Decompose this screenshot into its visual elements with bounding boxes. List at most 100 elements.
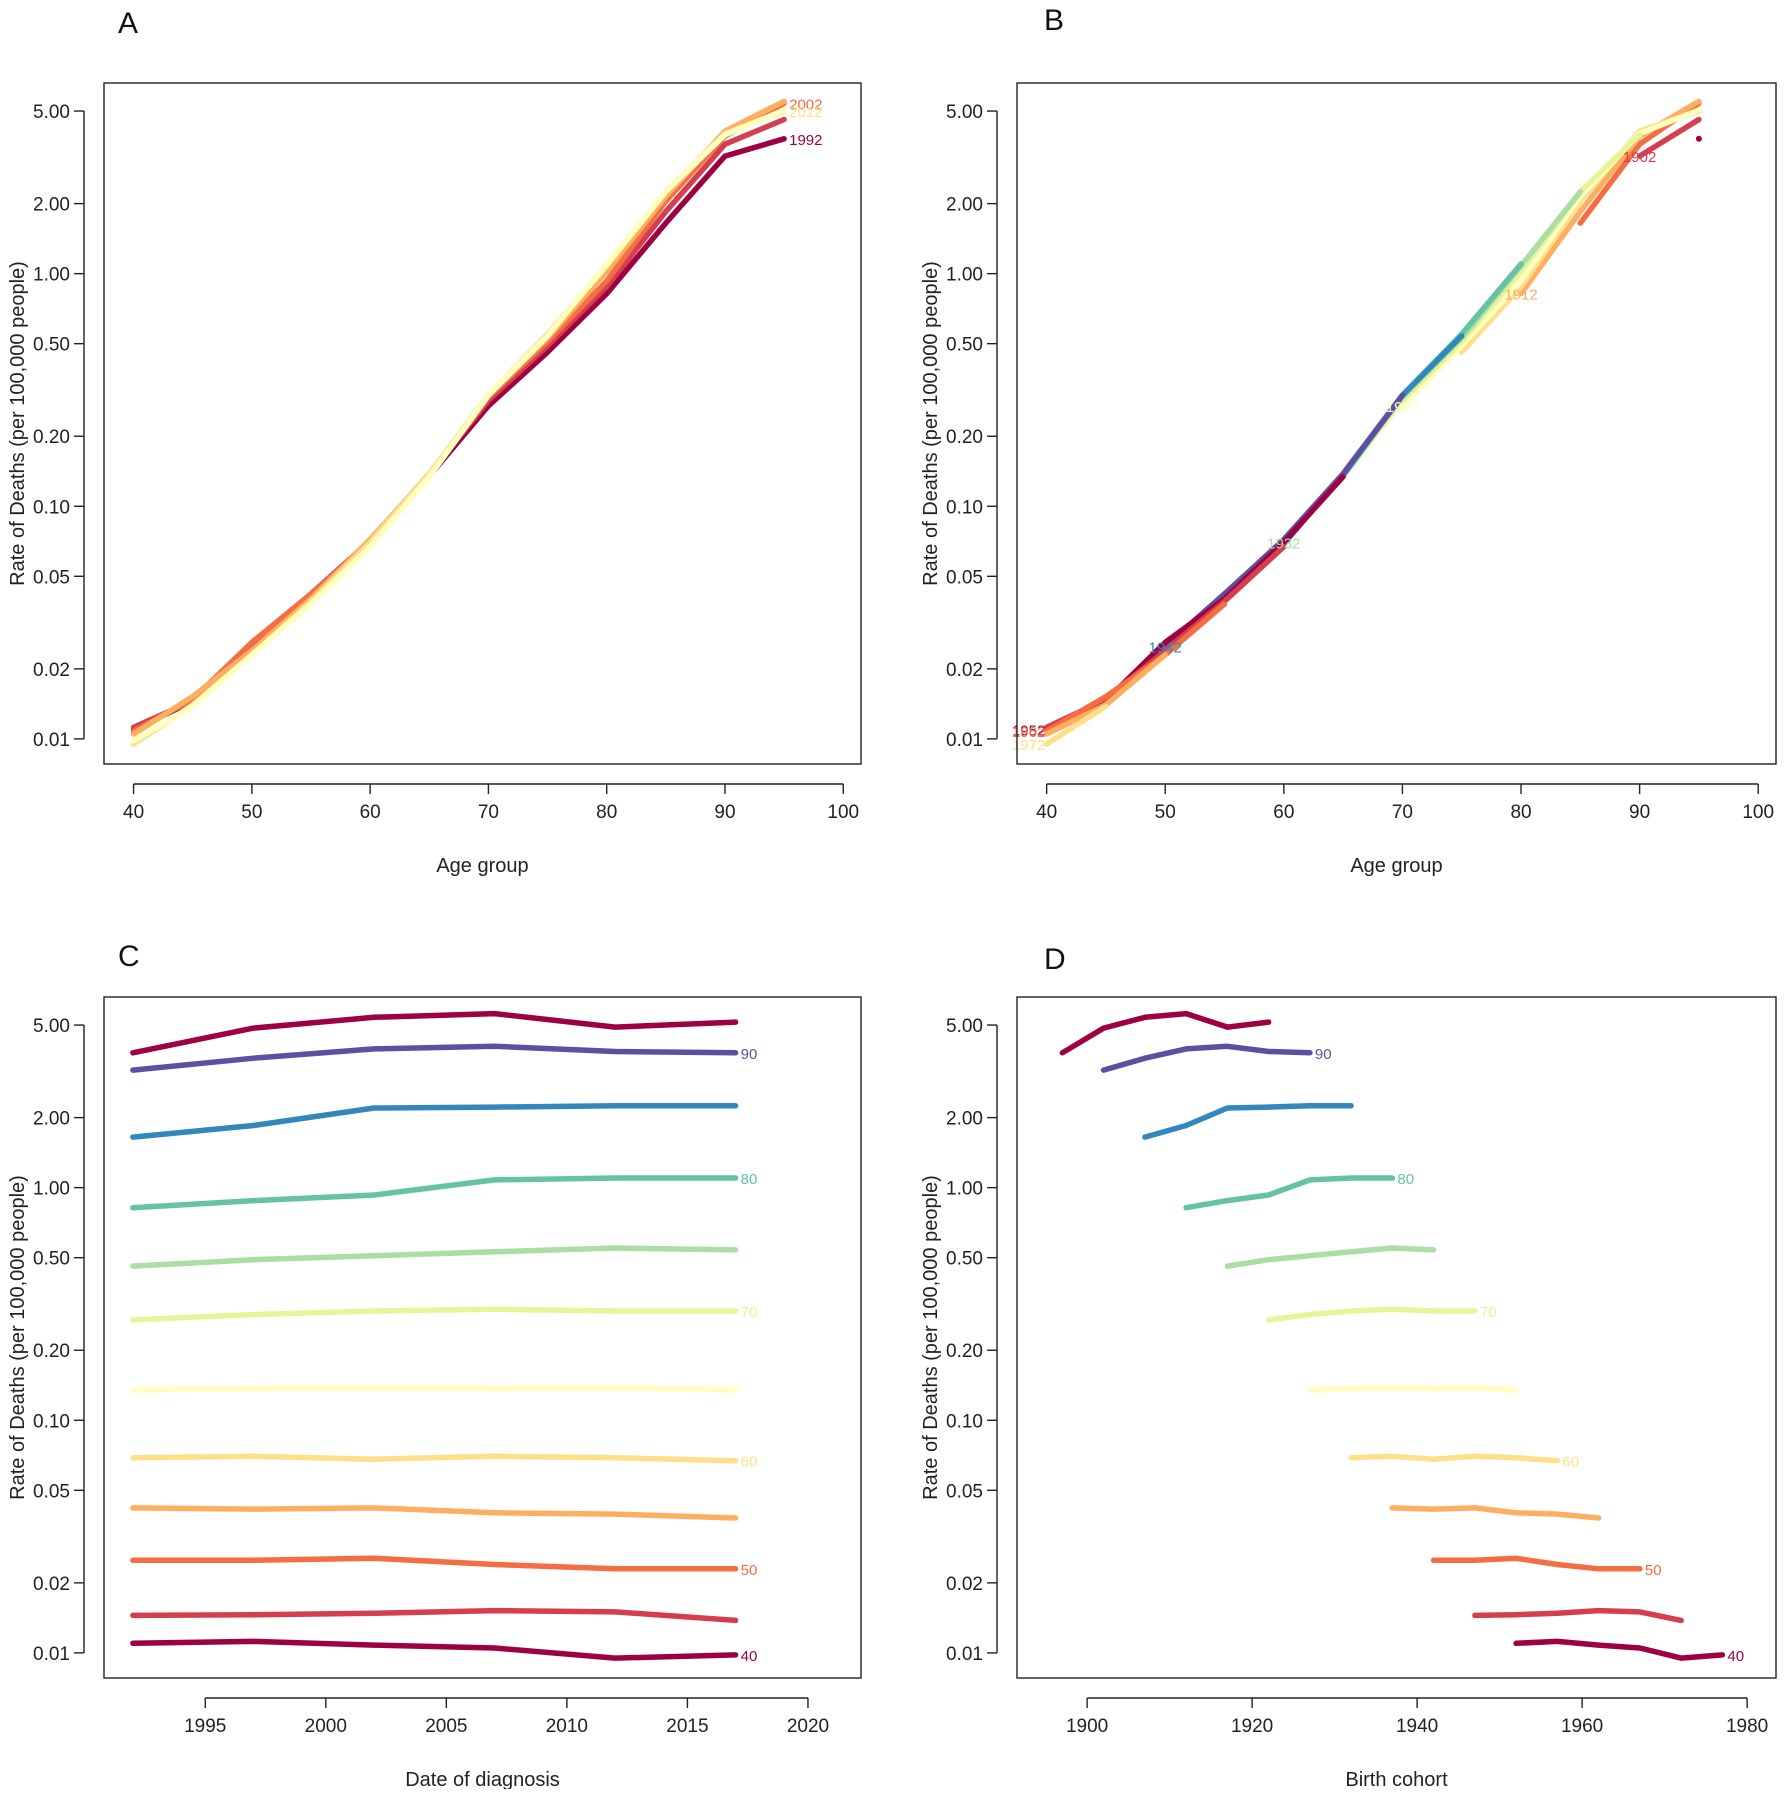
panel-a-x-tick-label: 100 xyxy=(827,802,859,823)
panel-b-y-tick-label: 2.00 xyxy=(946,195,983,216)
panel-d-series-80-line xyxy=(1183,1175,1396,1211)
panel-b-x-tick-label: 60 xyxy=(1273,802,1294,823)
panel-d-series-50-line xyxy=(1430,1555,1643,1572)
panel-a-series-label-2002: 2002 xyxy=(789,96,822,113)
panel-d-x-tick-label: 1900 xyxy=(1066,1716,1108,1737)
panel-a-series-label-1992: 1992 xyxy=(789,132,822,149)
panel-a-y-tick-label: 0.02 xyxy=(33,660,70,681)
panel-b-y-axis-title: Rate of Deaths (per 100,000 people) xyxy=(920,261,942,586)
panel-b-series-label-1972: 1972 xyxy=(1012,737,1045,754)
panel-a-x-tick-label: 60 xyxy=(360,802,381,823)
panel-d-series-85-line xyxy=(1142,1102,1354,1140)
panel-d-x-tick-label: 1940 xyxy=(1396,1716,1438,1737)
panel-b-series-label-1942: 1942 xyxy=(1149,639,1182,656)
panel-c-x-tick-label: 2000 xyxy=(305,1716,347,1737)
panel-d-series-55-line xyxy=(1389,1505,1602,1521)
panel-d-series-label-90: 90 xyxy=(1315,1046,1332,1063)
panel-b-series-1962-line xyxy=(1043,601,1228,734)
panel-a-x-tick-label: 80 xyxy=(596,802,617,823)
panel-a-y-tick-label: 0.10 xyxy=(33,497,70,518)
panel-b-x-tick-label: 50 xyxy=(1155,802,1176,823)
panel-c-series-80-line xyxy=(130,1175,739,1211)
panel-c-y-tick-label: 5.00 xyxy=(33,1016,70,1037)
panel-b-y-tick-label: 0.02 xyxy=(946,660,983,681)
panel-c-y-tick-label: 0.50 xyxy=(33,1249,70,1270)
panel-d-plot-frame xyxy=(1016,996,1777,1679)
panel-c-series-75-line xyxy=(130,1245,739,1269)
panel-c-series-label-50: 50 xyxy=(741,1562,758,1579)
panel-c-x-axis-title: Date of diagnosis xyxy=(405,1769,560,1789)
panel-d-series-70-line xyxy=(1265,1306,1478,1323)
panel-c-series-60-line xyxy=(130,1453,739,1464)
panel-c-y-tick-label: 2.00 xyxy=(33,1109,70,1130)
panel-c-series-label-90: 90 xyxy=(741,1046,758,1063)
panel-b-x-tick-label: 40 xyxy=(1036,802,1057,823)
panel-c-y-tick-label: 0.01 xyxy=(33,1644,70,1665)
panel-a-y-tick-label: 5.00 xyxy=(33,102,70,123)
panel-a-x-tick-label: 40 xyxy=(123,802,144,823)
panel-a-y-tick-label: 1.00 xyxy=(33,265,70,286)
panel-d-x-tick-label: 1980 xyxy=(1726,1716,1768,1737)
panel-b-y-tick-label: 1.00 xyxy=(946,265,983,286)
panel-a-plot-frame xyxy=(103,82,862,765)
panel-b-x-axis-title: Age group xyxy=(1350,855,1442,877)
panel-d-y-tick-label: 1.00 xyxy=(946,1179,983,1200)
panel-c-series-label-70: 70 xyxy=(741,1304,758,1321)
panel-b-x-tick-label: 70 xyxy=(1392,802,1413,823)
panel-d-series-label-70: 70 xyxy=(1480,1304,1497,1321)
panel-a-y-tick-label: 0.05 xyxy=(33,567,70,588)
panel-d-series-75-line xyxy=(1224,1245,1437,1269)
panel-a-y-tick-label: 0.01 xyxy=(33,730,70,751)
panel-b-series-1897-point xyxy=(1695,135,1702,142)
panel-a-series-label-2012: 2012 xyxy=(789,104,822,121)
panel-c-y-axis-title: Rate of Deaths (per 100,000 people) xyxy=(7,1175,29,1500)
panel-b-y-tick-label: 0.05 xyxy=(946,567,983,588)
panel-a-y-axis-title: Rate of Deaths (per 100,000 people) xyxy=(7,261,29,586)
panel-b-y-tick-label: 0.50 xyxy=(946,335,983,356)
panel-d-series-45-line xyxy=(1472,1607,1684,1624)
panel-c-y-tick-label: 0.05 xyxy=(33,1481,70,1502)
panel-d-series-label-80: 80 xyxy=(1397,1171,1414,1188)
panel-d-x-tick-label: 1960 xyxy=(1561,1716,1603,1737)
panel-d-y-tick-label: 0.50 xyxy=(946,1249,983,1270)
panel-d-series-40-line xyxy=(1513,1638,1726,1661)
panel-d-series-label-50: 50 xyxy=(1645,1562,1662,1579)
panel-d-y-tick-label: 0.02 xyxy=(946,1574,983,1595)
panel-b-series-label-1962: 1962 xyxy=(1012,724,1045,741)
panel-a-y-tick-label: 0.20 xyxy=(33,427,70,448)
panel-d-y-tick-label: 0.01 xyxy=(946,1644,983,1665)
panel-b-y-tick-label: 0.20 xyxy=(946,427,983,448)
panel-a-x-tick-label: 90 xyxy=(714,802,735,823)
panel-b-y-tick-label: 0.10 xyxy=(946,497,983,518)
panel-d-y-tick-label: 0.10 xyxy=(946,1411,983,1432)
panel-c-series-45-line xyxy=(130,1607,739,1624)
panel-c-x-tick-label: 2020 xyxy=(787,1716,829,1737)
panel-d-series-label-40: 40 xyxy=(1727,1648,1744,1665)
panel-d-y-axis-title: Rate of Deaths (per 100,000 people) xyxy=(920,1175,942,1500)
panel-c-y-tick-label: 1.00 xyxy=(33,1179,70,1200)
panel-c-x-tick-label: 2015 xyxy=(666,1716,708,1737)
panel-b-series-1902-line xyxy=(1636,116,1702,159)
panel-a-x-tick-label: 50 xyxy=(241,802,262,823)
panel-c-x-tick-label: 1995 xyxy=(184,1716,226,1737)
panel-d-series-60-line xyxy=(1348,1453,1561,1464)
panel-b-x-tick-label: 80 xyxy=(1510,802,1531,823)
panel-c-y-tick-label: 0.10 xyxy=(33,1411,70,1432)
panel-c-series-90-line xyxy=(130,1043,739,1073)
panel-d-x-axis-title: Birth cohort xyxy=(1345,1769,1448,1789)
panel-c-series-50-line xyxy=(130,1555,739,1572)
panel-c-series-70-line xyxy=(130,1306,739,1323)
panel-c-series-55-line xyxy=(130,1505,739,1521)
panel-a-y-tick-label: 2.00 xyxy=(33,195,70,216)
panel-d-x-tick-label: 1920 xyxy=(1231,1716,1273,1737)
panel-a-x-axis-title: Age group xyxy=(436,855,528,877)
panel-d-y-tick-label: 0.20 xyxy=(946,1341,983,1362)
panel-d-letter: D xyxy=(1044,943,1066,976)
panel-b-x-tick-label: 90 xyxy=(1629,802,1650,823)
panel-b-y-tick-label: 5.00 xyxy=(946,102,983,123)
panel-c-y-tick-label: 0.20 xyxy=(33,1341,70,1362)
panel-d-series-90-line xyxy=(1100,1043,1313,1073)
panel-b-series-label-1902: 1902 xyxy=(1623,149,1656,166)
